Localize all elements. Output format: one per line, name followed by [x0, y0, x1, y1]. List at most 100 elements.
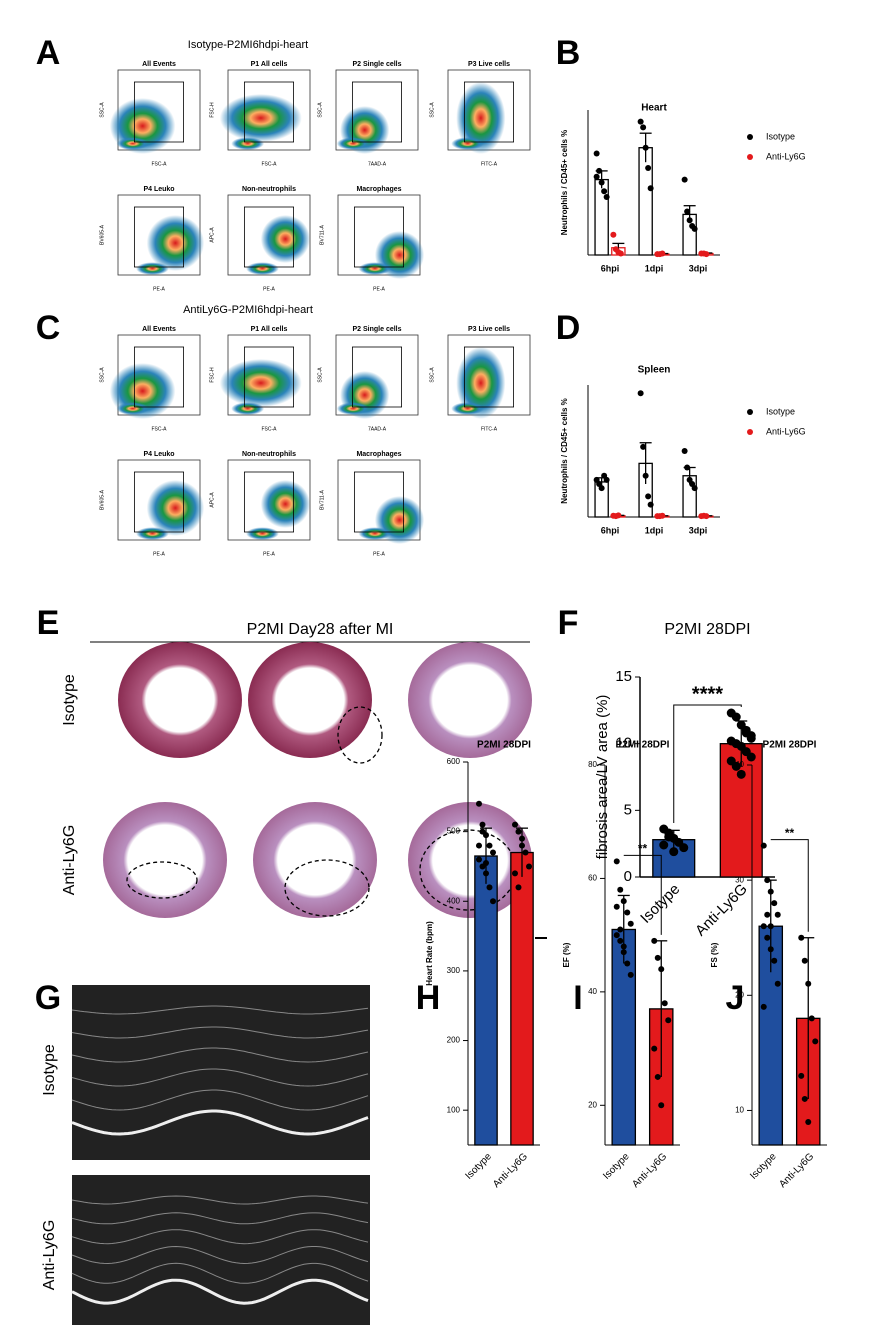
data-point [479, 828, 486, 835]
echo-trace [71, 1026, 369, 1039]
data-point [613, 903, 620, 910]
legend-label: Isotype [766, 406, 795, 416]
flow-gate [243, 346, 294, 408]
panel-label: B [556, 34, 581, 72]
flow-gate [463, 346, 514, 408]
chart-title: P2MI 28DPI [664, 621, 750, 638]
x-tick-label: 3dpi [689, 525, 708, 535]
data-point [801, 957, 808, 964]
data-point [684, 464, 691, 471]
heart-section [248, 642, 372, 758]
data-point [479, 821, 486, 828]
flow-plot-title: Non-neutrophils [242, 451, 296, 458]
panel-label: I [573, 979, 582, 1017]
y-axis-label: Neutrophils / CD45+ cells % [560, 398, 569, 504]
flow-x-label: 7AAD-A [368, 426, 387, 432]
significance-bracket [623, 854, 662, 935]
x-tick-label: 1dpi [645, 525, 664, 535]
data-point [624, 909, 631, 916]
panel-label: C [36, 309, 61, 347]
flow-y-label: BV605-A [99, 224, 105, 245]
flow-y-label: SSC-A [429, 102, 435, 118]
panel-label: H [416, 979, 441, 1017]
echo-trace [71, 1047, 369, 1063]
flow-gate [133, 471, 184, 533]
flow-density [219, 94, 302, 142]
echo-trace [71, 1245, 369, 1265]
x-tick-label: Anti-Ly6G [491, 1151, 530, 1190]
legend-label: Isotype [766, 131, 795, 141]
flow-x-label: FITC-A [481, 426, 498, 432]
flow-density [116, 402, 150, 415]
flow-plot-title: P1 All cells [251, 326, 288, 333]
x-tick-label: Anti-Ly6G [692, 881, 751, 940]
y-tick-label: 40 [735, 760, 744, 769]
flow-y-label: SSC-A [317, 102, 323, 118]
panel-label: J [726, 979, 745, 1017]
data-point [774, 980, 781, 987]
data-point [798, 934, 805, 941]
data-point [651, 937, 658, 944]
y-axis-label: fibrosis area/LV area (%) [594, 695, 611, 860]
data-point [476, 842, 482, 849]
chart-title: Heart [641, 103, 667, 114]
x-tick-label: 3dpi [689, 263, 708, 273]
flow-density [231, 137, 265, 151]
heart-section [408, 802, 532, 918]
flow-density [231, 402, 265, 415]
heart-section [103, 802, 227, 918]
y-tick-label: 0 [624, 868, 632, 885]
y-tick-label: 5 [624, 801, 632, 818]
data-point [812, 1038, 819, 1045]
echo-trace [71, 1212, 369, 1225]
legend-label: Anti-Ly6G [766, 151, 806, 161]
x-tick-label: Isotype [601, 1151, 632, 1182]
flow-y-label: SSC-A [99, 367, 105, 383]
data-point [771, 900, 778, 907]
data-point [642, 144, 649, 151]
flow-density [146, 215, 205, 271]
data-point [627, 971, 634, 978]
x-tick-label: 1dpi [645, 263, 664, 273]
y-tick-label: 20 [588, 1100, 597, 1109]
x-tick-label: Anti-Ly6G [777, 1151, 816, 1190]
y-tick-label: 40 [588, 987, 597, 996]
data-point [681, 176, 688, 183]
flow-density [358, 527, 392, 540]
row-label: Isotype [41, 1044, 58, 1096]
data-point [760, 1003, 767, 1010]
flow-density [246, 262, 279, 275]
data-point [617, 937, 624, 944]
flow-x-label: PE-A [263, 551, 275, 557]
legend-marker [747, 429, 753, 435]
data-point [627, 920, 634, 927]
data-point [679, 843, 689, 853]
flow-y-label: BV605-A [99, 489, 105, 510]
echo-trace [71, 1262, 369, 1284]
flow-density [358, 262, 392, 275]
flow-x-label: FSC-A [152, 161, 168, 167]
heart-section [118, 642, 242, 758]
data-point [490, 898, 496, 905]
flow-gate [133, 206, 184, 268]
y-axis-label: Neutrophils / CD45+ cells % [560, 130, 569, 236]
y-axis-label: Heart Rate (bpm) [425, 921, 434, 986]
data-point [764, 911, 771, 918]
flow-plot-title: P1 All cells [251, 61, 288, 68]
chart-title: P2MI 28DPI [763, 740, 817, 751]
legend-marker [747, 409, 753, 415]
row-label: Isotype [61, 674, 78, 726]
flow-y-label: FSC-H [209, 102, 215, 118]
data-point [774, 911, 781, 918]
flow-density [456, 347, 506, 419]
flow-density [451, 402, 485, 415]
flow-y-label: SSC-A [317, 367, 323, 383]
flow-plot-title: P3 Live cells [468, 326, 510, 333]
significance-label: ** [638, 842, 648, 856]
flow-title: AntiLy6G-P2MI6hdpi-heart [183, 304, 313, 316]
flow-gate [353, 206, 404, 268]
data-point [486, 884, 493, 891]
heart-section [253, 802, 377, 918]
data-point [684, 208, 691, 215]
data-point [691, 485, 698, 492]
